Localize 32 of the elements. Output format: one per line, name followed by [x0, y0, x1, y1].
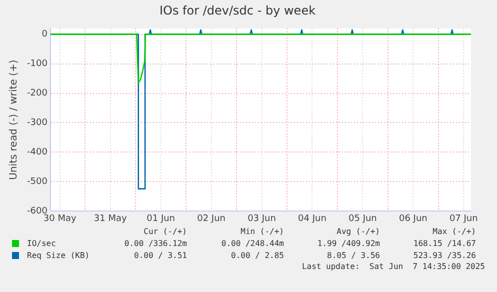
x-tick-label: 02 Jun — [197, 214, 226, 224]
text: 0.00 / 3.51 — [133, 250, 187, 262]
text: 0.00 /248.44m — [220, 238, 284, 250]
text: 0.00 /336.12m — [123, 238, 187, 250]
x-tick-label: 04 Jun — [298, 214, 326, 224]
text: 8.05 / 3.56 — [326, 250, 380, 262]
x-tick-label: 05 Jun — [348, 214, 377, 224]
y-tick-label: -300 — [26, 118, 48, 128]
x-tick-label: 07 Jun — [449, 214, 478, 224]
y-tick-label: -400 — [26, 148, 48, 158]
y-tick-label: -200 — [26, 88, 48, 99]
x-tick-label: 30 May — [43, 214, 78, 224]
y-tick-label: 0 — [42, 30, 48, 40]
y-tick-label: -100 — [26, 59, 48, 70]
text: 1.99 /409.92m — [316, 238, 380, 250]
x-tick-label: 01 Jun — [146, 214, 176, 224]
chart-title: IOs for /dev/sdc - by week — [159, 3, 316, 18]
legend-label: IO/sec — [26, 238, 57, 250]
text: Last update: Sat Jun 7 14:35:00 2025 — [302, 262, 485, 271]
text: 523.93 /35.26 — [412, 250, 476, 262]
text: Cur (-/+) — [142, 226, 187, 238]
text: Max (-/+) — [432, 226, 476, 238]
legend-label: Req Size (KB) — [26, 250, 91, 262]
text: 0.00 / 2.85 — [230, 250, 284, 262]
y-tick-label: -500 — [26, 177, 48, 188]
text: 168.15 /14.67 — [412, 238, 476, 250]
x-tick-label: 31 May — [94, 214, 128, 224]
x-tick-label: 06 Jun — [398, 214, 428, 224]
y-axis-title: Units read (-) / write (+) — [8, 60, 20, 180]
x-tick-label: 03 Jun — [248, 214, 276, 224]
text: Avg (-/+) — [336, 226, 380, 238]
text: Min (-/+) — [240, 226, 284, 238]
